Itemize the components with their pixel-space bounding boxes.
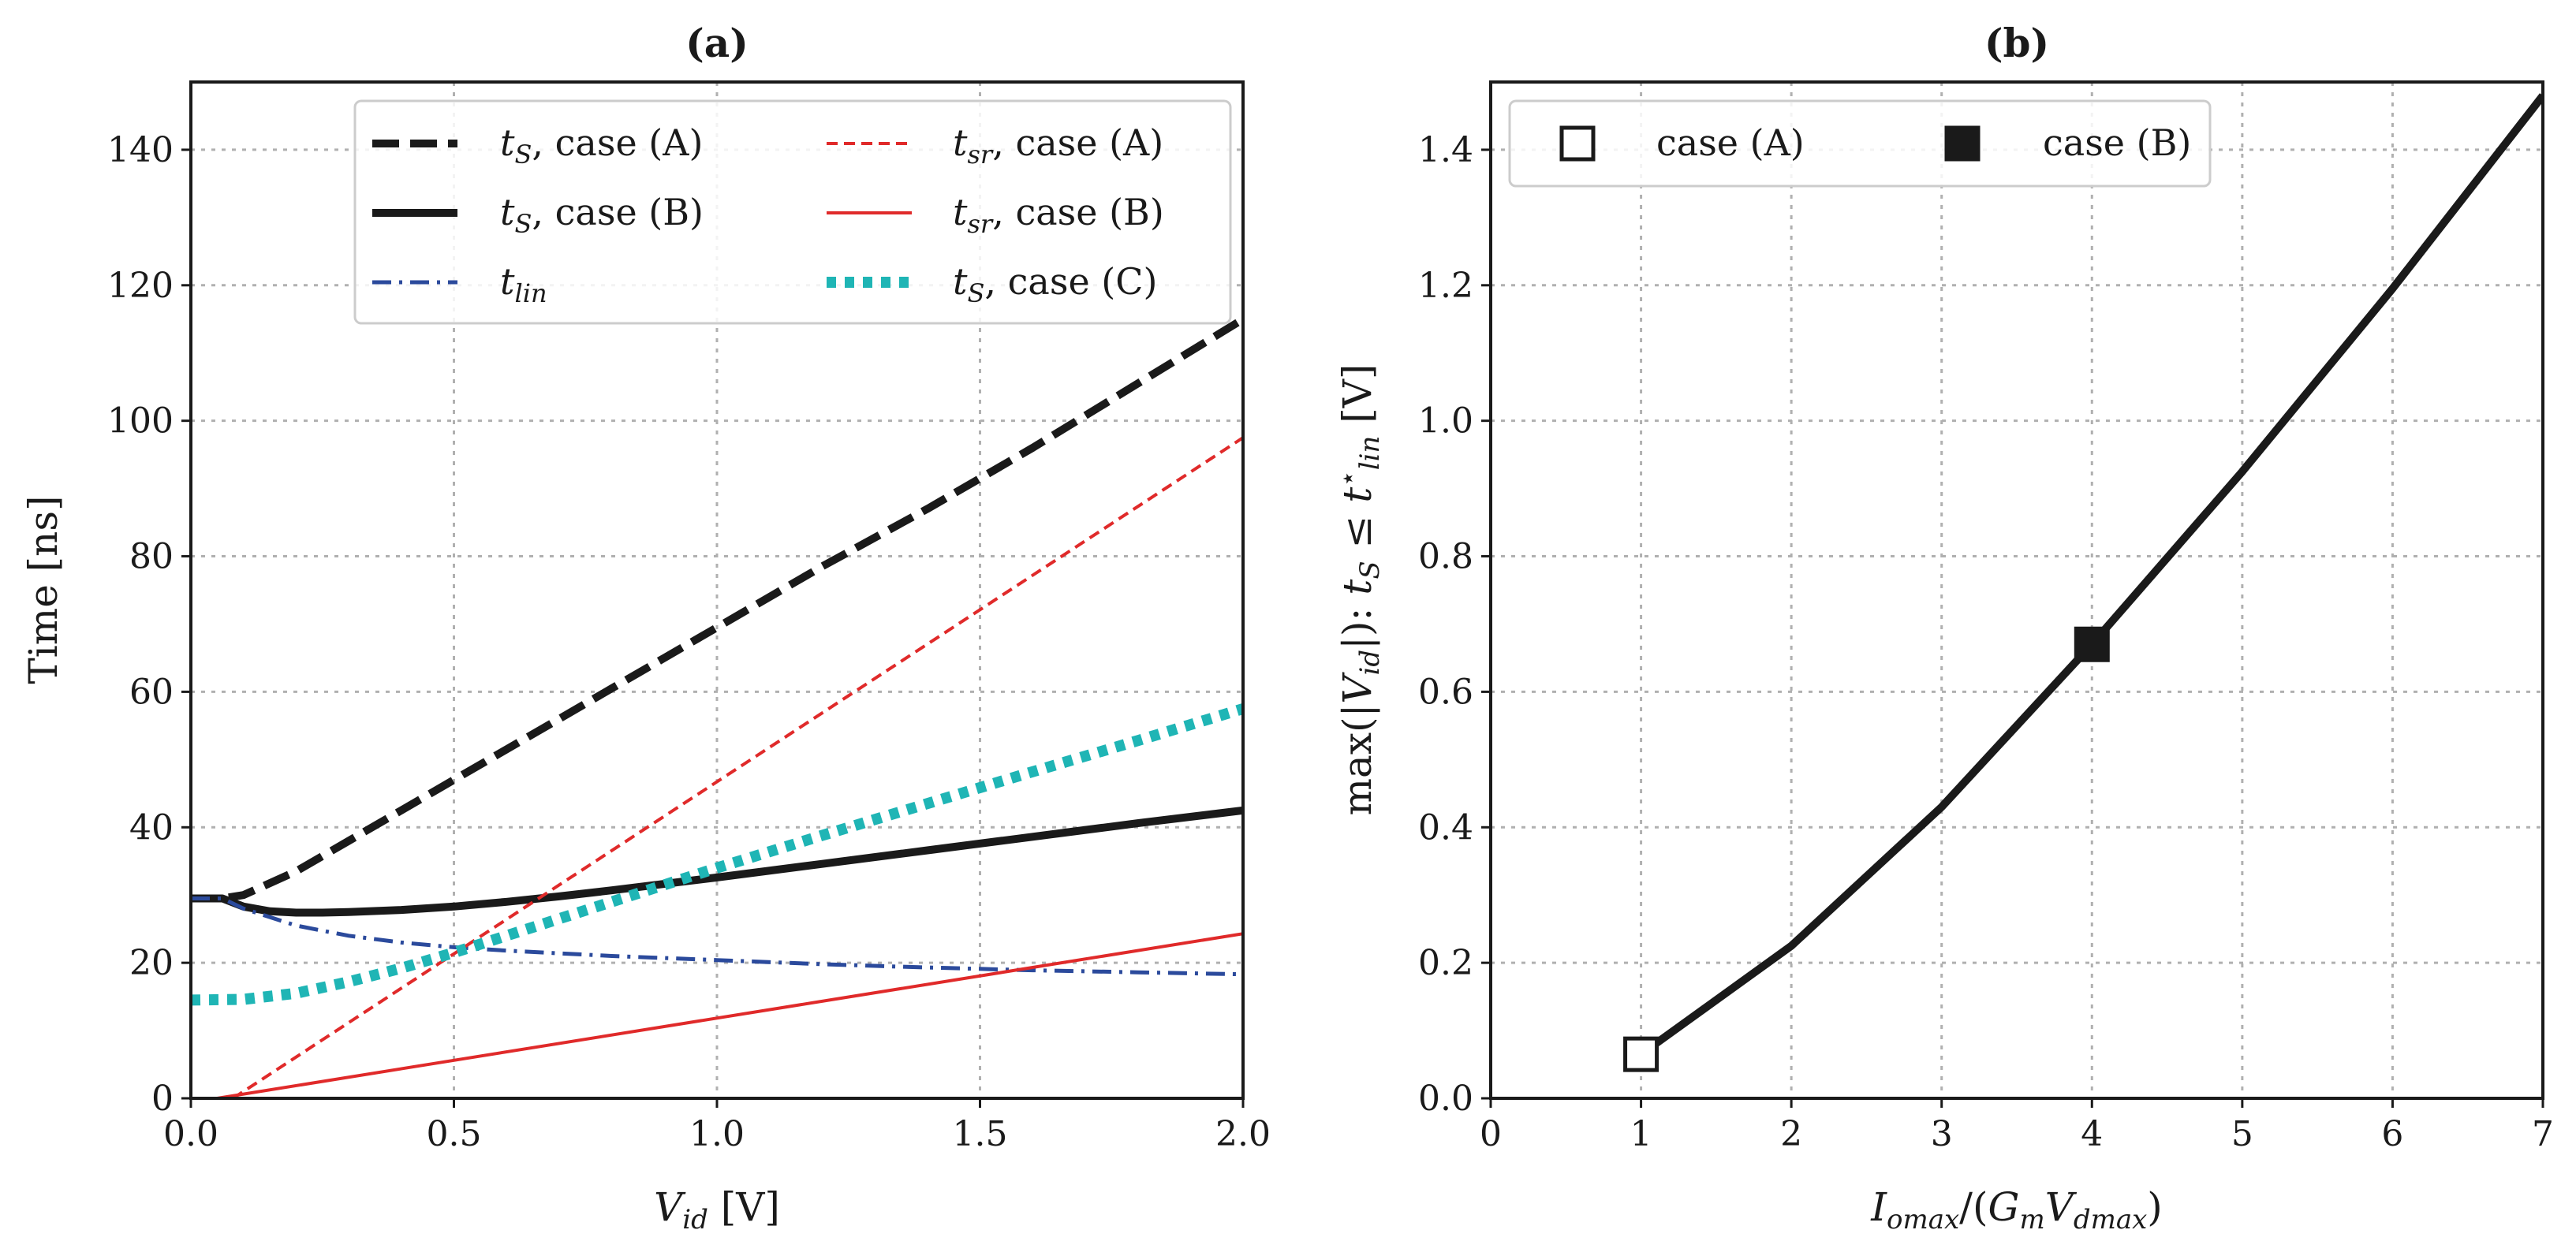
y-tick-label: 0.0 [1418,1079,1473,1119]
y-tick-label: 0 [151,1079,174,1119]
y-tick-label: 0.4 [1418,807,1473,848]
marker-case-a [1623,1036,1659,1072]
x-tick-label: 4 [2081,1114,2103,1154]
legend-label-ts-b: tS, case (B) [500,191,704,239]
y-tick-label: 100 [107,401,174,442]
legend-label-ts-a: tS, case (A) [500,121,703,170]
y-tick-label: 80 [129,537,174,577]
panel-a-ticks: 0.0 0.5 1.0 1.5 2.0 0 20 40 60 80 100 120 140 [107,130,1271,1154]
series-line-a-4 [217,932,1243,1098]
panel-a-series [191,315,1243,1098]
series-line-a-3 [232,436,1243,1098]
panel-a-legend-box [353,99,1232,325]
legend-marker-filled-square [1944,125,1981,162]
panel-b-title: (b) [1984,20,2049,66]
x-tick-label: 7 [2532,1114,2554,1154]
panel-b-grid [1489,82,2544,1100]
panel-a-title: (a) [685,20,749,66]
y-tick-label: 1.2 [1418,266,1473,306]
y-tick-label: 0.2 [1418,943,1473,983]
x-tick-label: 0.0 [163,1114,218,1154]
x-tick-label: 6 [2381,1114,2403,1154]
panel-b-ticks: 0 1 2 3 4 5 6 7 0.0 0.2 0.4 0.6 0.8 1.0 1.2 1.4 [1418,130,2554,1154]
marker-case-b [2074,626,2110,662]
panel-b-frame [1489,80,2544,1100]
y-tick-label: 120 [107,266,174,306]
y-tick-label: 1.4 [1418,130,1473,170]
legend-label-tsr-a: tsr, case (A) [953,121,1163,170]
y-tick-label: 1.0 [1418,401,1473,442]
legend-label-tsr-b: tsr, case (B) [953,191,1164,239]
legend-label-case-a: case (A) [1656,121,1805,164]
x-tick-label: 0 [1480,1114,1502,1154]
x-tick-label: 2 [1780,1114,1802,1154]
x-tick-label: 2.0 [1215,1114,1271,1154]
series-line-a-0 [191,315,1243,903]
panel-b-legend-box [1508,99,2212,188]
y-tick-label: 0.8 [1418,537,1473,577]
y-tick-label: 140 [107,130,174,170]
panel-b-y-label: max(|Vid|): tS ≤ t⋆lin [V] [1332,364,1386,816]
y-tick-label: 0.6 [1418,672,1473,712]
series-line-a-1 [191,806,1243,917]
panel-b-legend: case (A) case (B) [1508,99,2212,188]
y-tick-label: 60 [129,672,174,712]
x-tick-label: 3 [1931,1114,1953,1154]
x-tick-label: 1.5 [953,1114,1008,1154]
panel-a-legend: tS, case (A) tS, case (B) tlin tsr, case… [353,99,1232,325]
legend-marker-open-square [1559,125,1596,162]
x-tick-label: 0.5 [427,1114,482,1154]
legend-label-tlin: tlin [500,260,547,308]
x-tick-label: 5 [2231,1114,2253,1154]
legend-label-ts-c: tS, case (C) [953,260,1157,308]
legend-label-case-b: case (B) [2043,121,2191,164]
panel-b-series [1623,93,2543,1072]
series-area [191,315,1243,1098]
y-tick-label: 20 [129,943,174,983]
panel-a-chart: 0.0 0.5 1.0 1.5 2.0 0 20 40 60 80 100 120 140 (a) Vi… [21,20,1271,1236]
x-tick-label: 1.0 [689,1114,745,1154]
panel-a-y-label: Time [ns] [21,495,66,684]
x-tick-label: 1 [1630,1114,1652,1154]
y-tick-label: 40 [129,807,174,848]
series-line-a-2 [191,896,1243,977]
panel-a-x-label: Vid [V] [654,1184,780,1236]
panel-b-x-label: Iomax/(GmVdmax) [1870,1184,2163,1236]
panel-b-chart: 0 1 2 3 4 5 6 7 0.0 0.2 0.4 0.6 0.8 1.0 1.2 1.4 (b) Iom… [1332,20,2554,1236]
series-line-a-5 [191,703,1243,1006]
